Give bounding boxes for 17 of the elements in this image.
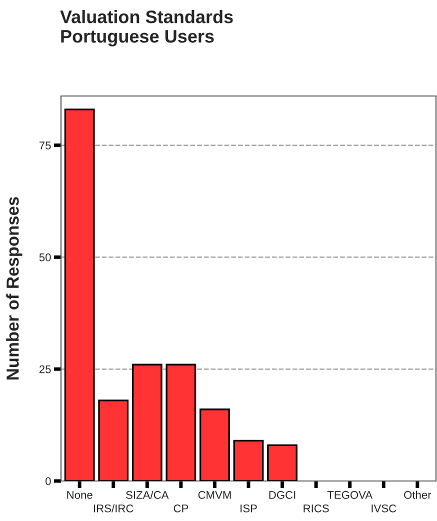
x-tick-label: RICS xyxy=(304,504,329,512)
x-tick-label: IVSC xyxy=(372,504,396,512)
x-tick-label: None xyxy=(67,491,92,499)
x-tick-label: CMVM xyxy=(198,491,231,499)
x-tick-label: IRS/IRC xyxy=(94,504,134,512)
chart-title: Valuation Standards Portuguese Users xyxy=(60,10,233,46)
y-tick-label: 25 xyxy=(39,365,51,374)
y-tick-label: 50 xyxy=(39,253,51,262)
y-tick-label: 75 xyxy=(39,142,51,150)
x-tick-label: TEGOVA xyxy=(327,491,373,499)
x-tick-label: ISP xyxy=(240,504,257,512)
x-tick-label: Other xyxy=(404,490,432,499)
x-tick-label: CP xyxy=(174,504,188,512)
x-tick-label: SIZA/CA xyxy=(126,490,169,499)
x-tick-label: DGCI xyxy=(269,491,296,499)
y-tick-label: 0 xyxy=(46,477,51,486)
y-axis-title: Number of Responses xyxy=(6,197,22,380)
